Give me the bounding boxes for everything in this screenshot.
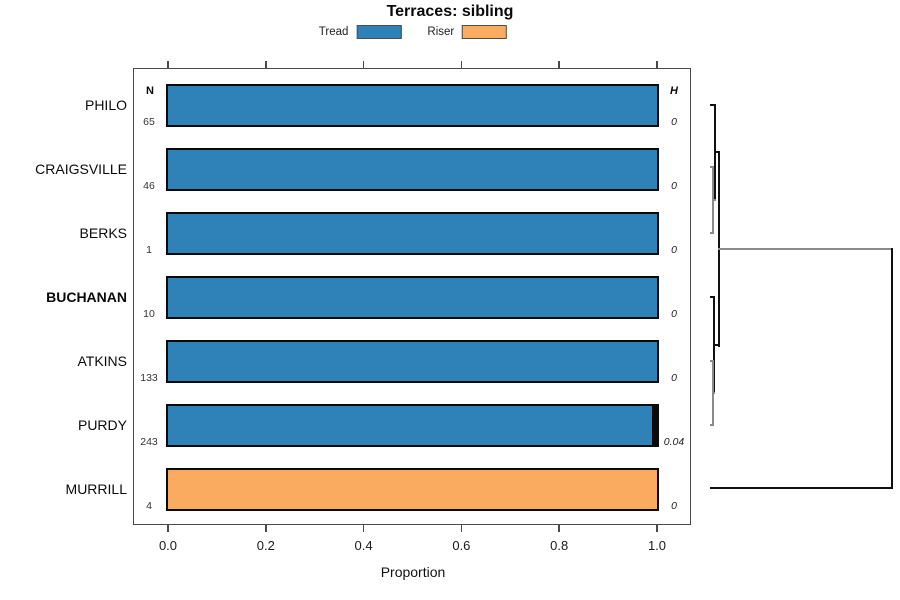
- n-value: 133: [140, 372, 158, 384]
- bar-segment-tread: [168, 341, 657, 381]
- dendrogram-segment: [718, 248, 893, 250]
- legend-item-riser: Riser: [427, 25, 508, 39]
- n-value: 4: [146, 500, 152, 512]
- dendrogram-segment: [713, 344, 720, 346]
- axis-tick-label: 0.0: [158, 538, 178, 553]
- dendrogram-segment: [710, 232, 714, 234]
- axis-tick: [167, 61, 169, 68]
- bar-segment-riser: [652, 405, 657, 445]
- axis-tick: [265, 61, 267, 68]
- axis-tick: [167, 525, 169, 532]
- n-value: 10: [143, 308, 155, 320]
- dendrogram-segment: [712, 392, 715, 394]
- h-value: 0: [671, 244, 677, 256]
- bar-row: [166, 467, 659, 511]
- legend: Tread Riser: [319, 25, 508, 39]
- h-value: 0: [671, 500, 677, 512]
- bar-segment-tread: [168, 213, 657, 253]
- row-label: MURRILL: [65, 481, 127, 497]
- legend-label: Riser: [427, 26, 455, 38]
- h-value: 0: [671, 180, 677, 192]
- legend-swatch-riser: [462, 25, 508, 39]
- n-value: 1: [146, 244, 152, 256]
- axis-tick: [558, 61, 560, 68]
- axis-tick-label: 0.8: [550, 538, 569, 553]
- x-axis-title: Proportion: [380, 564, 446, 580]
- row-label: BERKS: [79, 225, 127, 241]
- legend-swatch-tread: [356, 25, 402, 39]
- dendrogram-segment: [710, 296, 715, 298]
- axis-tick-label: 0.4: [354, 538, 373, 553]
- axis-tick: [362, 61, 365, 68]
- n-value: 65: [143, 116, 155, 128]
- bar-segment-tread: [168, 405, 653, 445]
- legend-item-tread: Tread: [319, 25, 402, 39]
- h-value: 0: [671, 308, 677, 320]
- dendrogram-segment: [714, 151, 720, 153]
- axis-tick-label: 0.2: [256, 538, 275, 553]
- axis-tick: [265, 525, 267, 532]
- row-label: PHILO: [84, 97, 127, 113]
- axis-tick: [558, 525, 560, 532]
- n-column-header: N: [146, 85, 154, 97]
- bar-segment-tread: [168, 149, 657, 189]
- bar-row: [166, 211, 659, 255]
- bar-row: [166, 275, 659, 319]
- h-value: 0: [671, 372, 677, 384]
- dendrogram-segment: [710, 104, 716, 106]
- dendrogram-segment: [710, 360, 714, 362]
- h-column-header: H: [670, 85, 678, 97]
- axis-tick: [362, 525, 365, 532]
- dendrogram-segment: [712, 199, 716, 201]
- n-value: 243: [140, 436, 158, 448]
- plot-area: [133, 68, 691, 525]
- axis-tick: [460, 525, 463, 532]
- bar-segment-tread: [168, 85, 657, 125]
- chart-title: Terraces: sibling: [386, 3, 514, 20]
- row-label: ATKINS: [77, 353, 127, 369]
- h-value: 0.04: [663, 436, 685, 448]
- axis-tick: [460, 61, 463, 68]
- dendrogram-segment: [710, 487, 893, 489]
- dendrogram-segment: [710, 166, 714, 168]
- bar-row: [166, 403, 659, 447]
- bar-segment-tread: [168, 277, 657, 317]
- bar-row: [166, 147, 659, 191]
- dendrogram-segment: [891, 248, 893, 489]
- axis-tick: [656, 61, 658, 68]
- n-value: 46: [143, 180, 155, 192]
- bar-row: [166, 83, 659, 127]
- axis-tick: [656, 525, 658, 532]
- dendrogram-segment: [710, 424, 714, 426]
- bar-segment-riser: [168, 469, 657, 509]
- h-value: 0: [671, 116, 677, 128]
- axis-tick-label: 0.6: [452, 538, 471, 553]
- row-label: BUCHANAN: [46, 289, 127, 305]
- axis-tick-label: 1.0: [647, 538, 667, 553]
- row-label: CRAIGSVILLE: [35, 161, 127, 177]
- bar-row: [166, 339, 659, 383]
- legend-label: Tread: [318, 26, 349, 38]
- row-label: PURDY: [77, 417, 127, 433]
